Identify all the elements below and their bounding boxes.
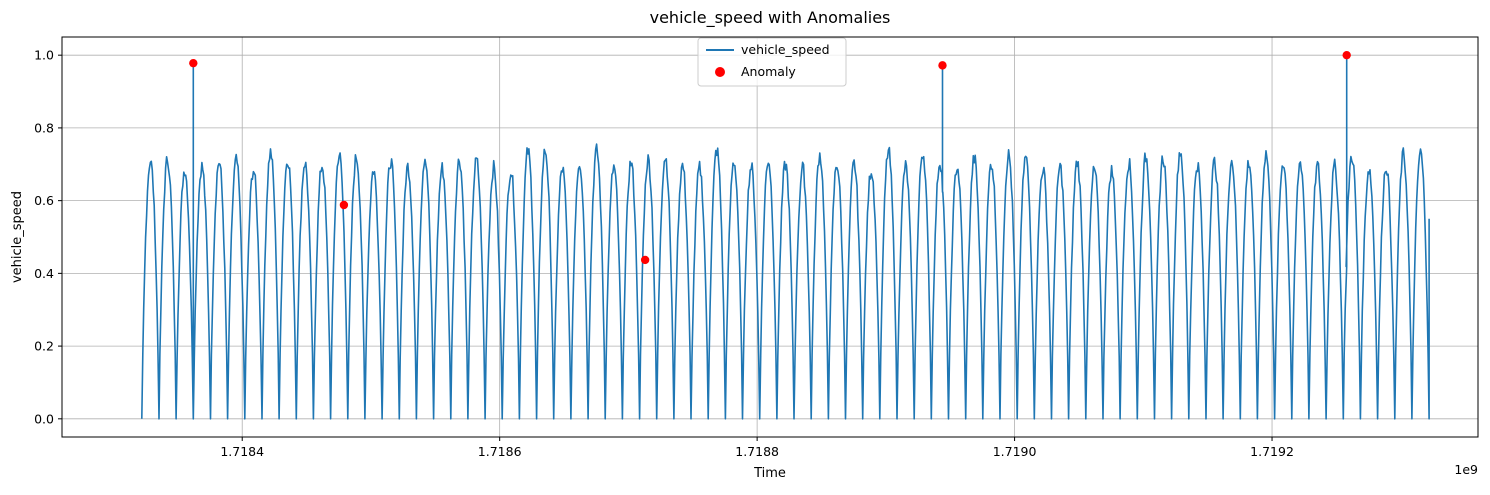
y-axis-label: vehicle_speed [10,191,25,283]
x-tick-label: 1.7188 [735,444,779,459]
x-axis-label: Time [753,466,786,481]
y-tick-label: 0.8 [34,120,54,135]
grid-lines [62,37,1478,437]
anomaly-point [1342,50,1351,60]
y-tick-label: 0.0 [34,411,54,426]
anomaly-point [640,255,650,265]
y-tick-label: 1.0 [34,48,54,63]
legend-marker-swatch [715,67,725,77]
series-line-vehicle-speed [141,54,1430,420]
anomaly-point [938,61,947,70]
plot-frame [61,36,1479,438]
anomaly-point [189,58,198,68]
x-axis-offset-label: 1e9 [1454,462,1478,477]
legend: vehicle_speed Anomaly [697,37,847,87]
legend-label-vehicle-speed: vehicle_speed [741,42,830,57]
y-tick-label: 0.4 [34,266,54,281]
legend-label-anomaly: Anomaly [741,64,796,79]
y-tick-label: 0.6 [34,193,54,208]
x-tick-label: 1.7192 [1250,444,1294,459]
x-tick-label: 1.7186 [478,444,522,459]
anomaly-point [339,200,349,210]
plot-data [141,50,1430,420]
x-tick-label: 1.7184 [220,444,264,459]
y-tick-label: 0.2 [34,339,54,354]
chart-title: vehicle_speed with Anomalies [650,8,891,28]
legend-box [697,37,847,87]
x-tick-label: 1.7190 [993,444,1037,459]
axis-ticks: 1.7184 1.7186 1.7188 1.7190 1.7192 0.0 0.2 0.4 0… [34,48,1294,459]
